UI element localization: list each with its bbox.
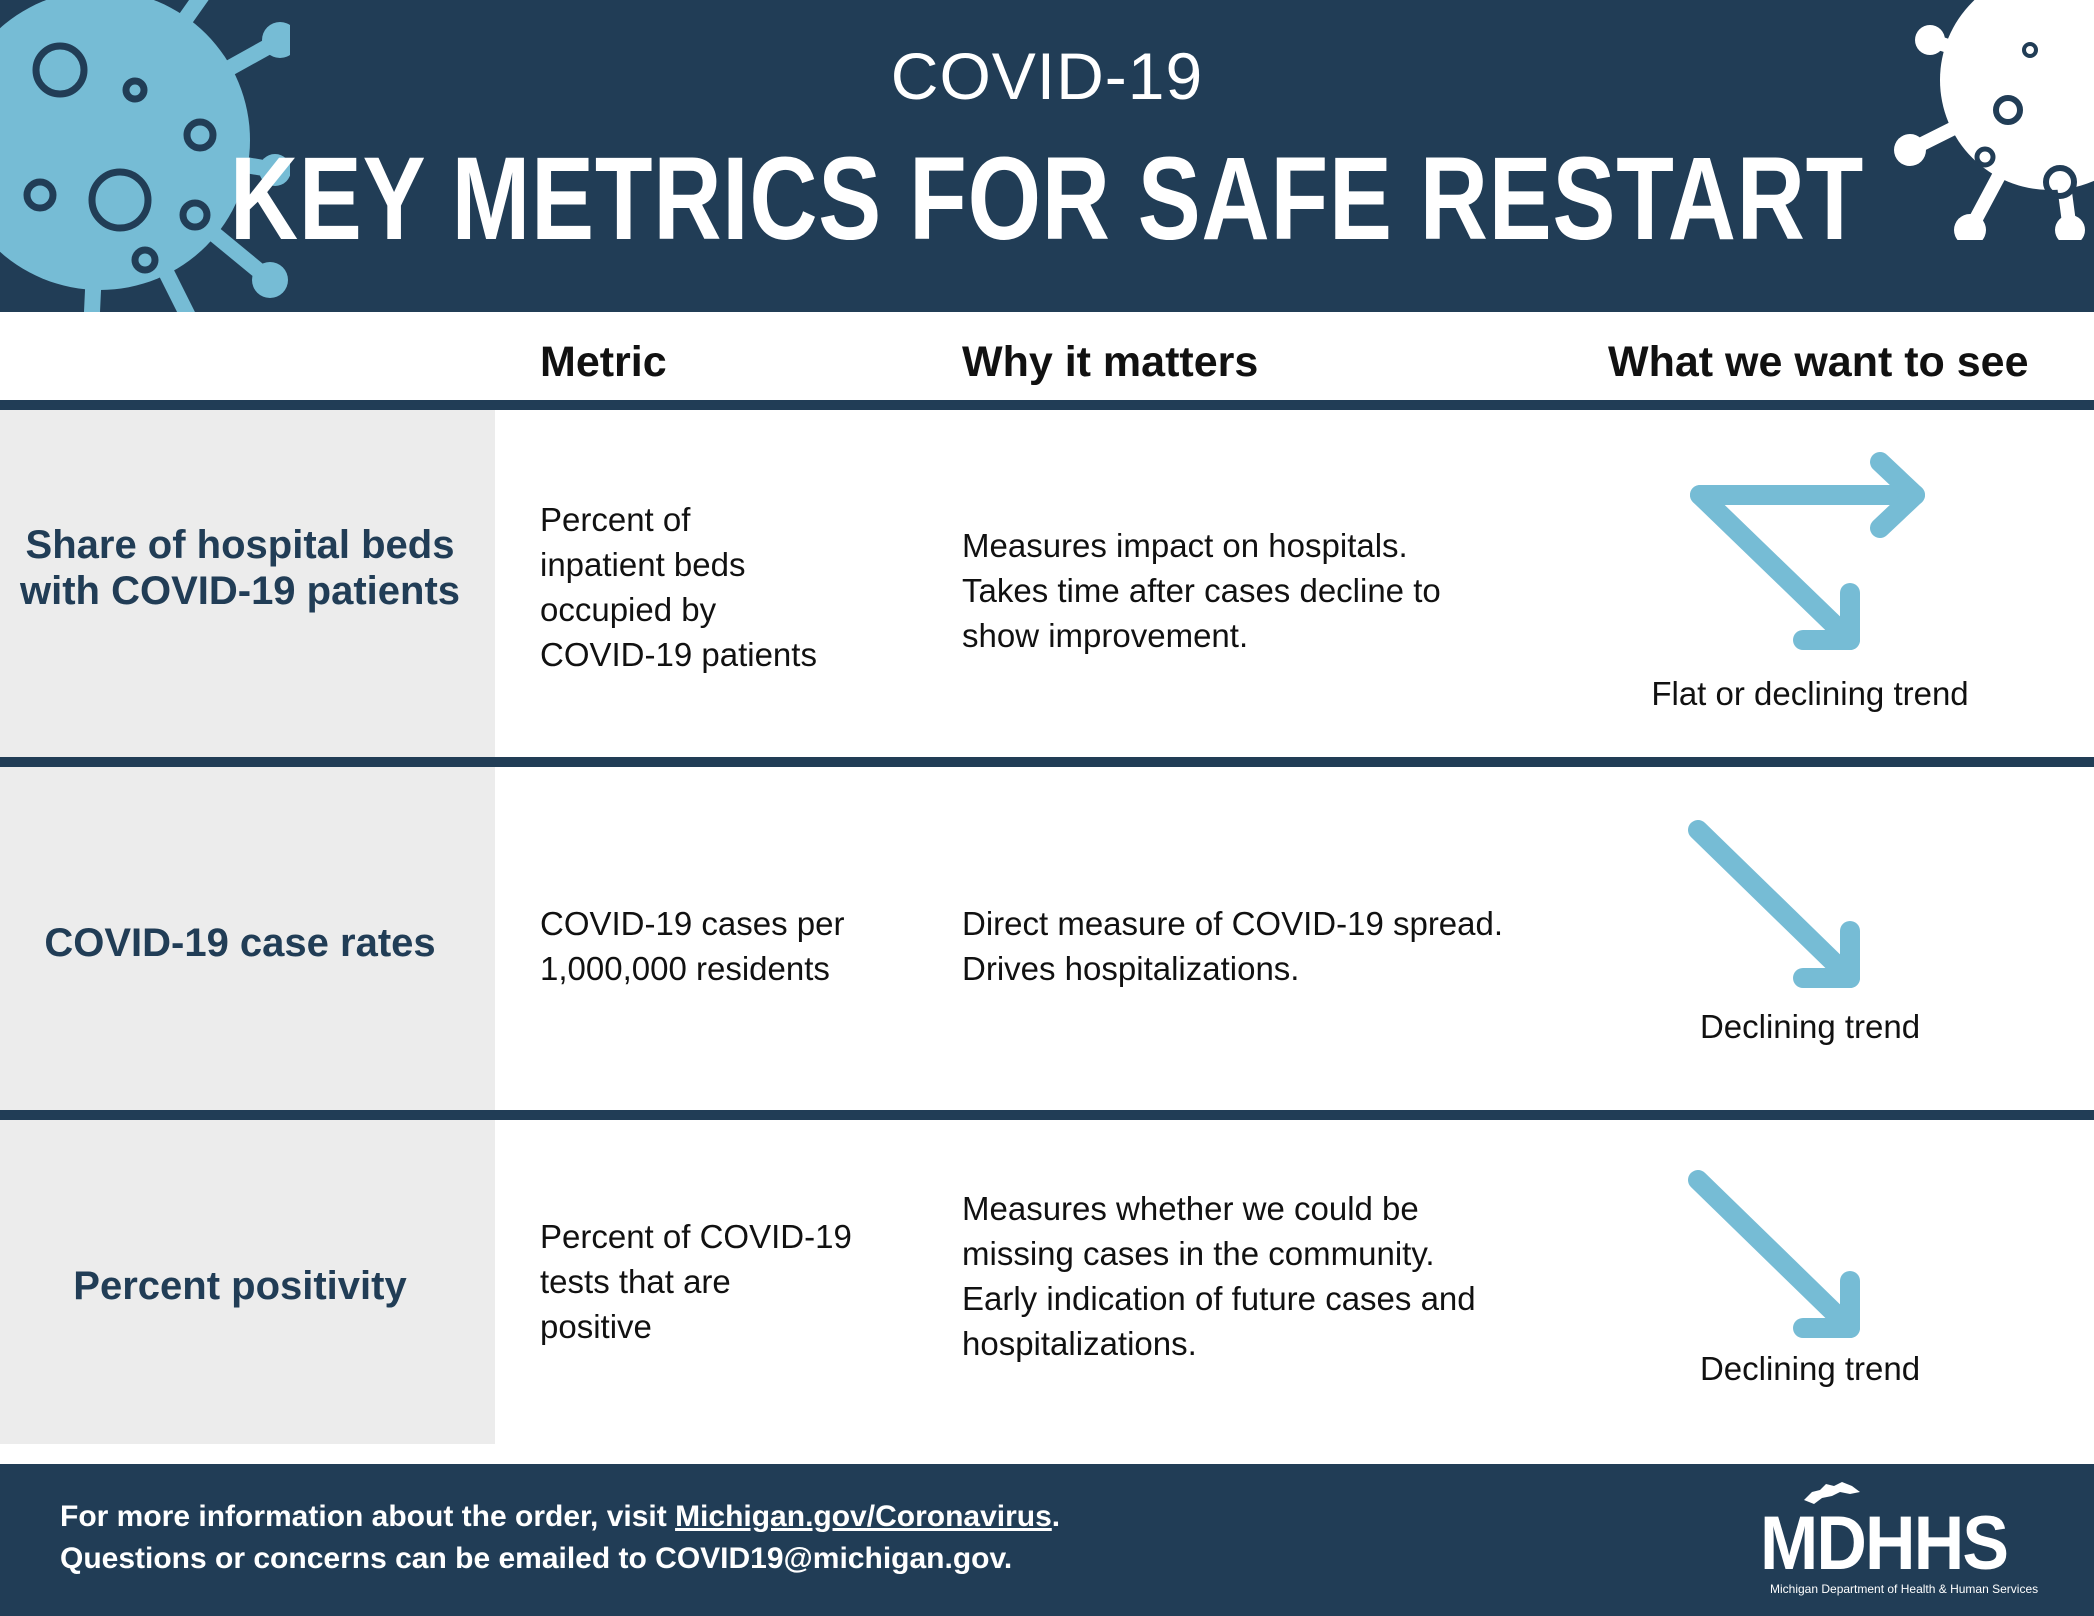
flat-or-declining-arrow-icon — [1690, 452, 1925, 650]
why-cell: Measures impact on hospitals. Takes time… — [962, 527, 1441, 654]
metric-cell: COVID-19 cases per 1,000,000 residents — [540, 905, 845, 987]
footer-info-line: For more information about the order, vi… — [60, 1500, 1060, 1534]
row-label-hospital-beds: Share of hospital beds with COVID-19 pat… — [19, 523, 461, 613]
why-cell: Direct measure of COVID-19 spread. Drive… — [962, 905, 1504, 987]
row-label-background — [0, 767, 495, 1110]
row-label-background — [0, 1120, 495, 1444]
divider — [0, 400, 2094, 410]
row-label-percent-positivity: Percent positivity — [73, 1264, 407, 1308]
divider — [0, 1110, 2094, 1120]
row-label-background — [0, 410, 495, 757]
page-title: KEY METRICS FOR SAFE RESTART — [229, 133, 1865, 265]
logo-wordmark: MDHHS — [1760, 1501, 2009, 1586]
column-header-metric: Metric — [540, 338, 667, 386]
header-subtitle: COVID-19 — [890, 39, 1204, 113]
logo-subtitle: Michigan Department of Health & Human Se… — [1770, 1582, 2039, 1596]
trend-label: Declining trend — [1699, 1350, 1921, 1387]
divider — [0, 757, 2094, 767]
column-header-want: What we want to see — [1608, 338, 2029, 386]
coronavirus-link[interactable]: Michigan.gov/Coronavirus — [675, 1500, 1052, 1533]
why-cell: Measures whether we could be missing cas… — [962, 1190, 1476, 1362]
trend-label: Declining trend — [1699, 1008, 1921, 1045]
column-header-why: Why it matters — [962, 338, 1259, 386]
michigan-map-icon — [1804, 1482, 1860, 1504]
footer-info-suffix: . — [1051, 1500, 1061, 1533]
virus-illustration-left — [0, 0, 290, 312]
metric-cell: Percent of inpatient beds occupied by CO… — [540, 501, 817, 673]
declining-arrow-icon — [1688, 820, 1860, 988]
header-banner: COVID-19 KEY METRICS FOR SAFE RESTART — [0, 0, 2094, 312]
trend-label: Flat or declining trend — [1651, 675, 1969, 712]
footer: For more information about the order, vi… — [0, 1464, 2094, 1616]
metric-cell: Percent of COVID-19 tests that are posit… — [540, 1218, 852, 1345]
declining-arrow-icon — [1688, 1170, 1860, 1338]
virus-illustration-right — [1894, 0, 2094, 240]
footer-info-prefix: For more information about the order, vi… — [60, 1500, 676, 1533]
footer-contact-line: Questions or concerns can be emailed to … — [60, 1542, 1013, 1575]
mdhhs-logo: MDHHS Michigan Department of Health & Hu… — [1760, 1478, 2070, 1602]
row-label-case-rates: COVID-19 case rates — [44, 921, 436, 965]
